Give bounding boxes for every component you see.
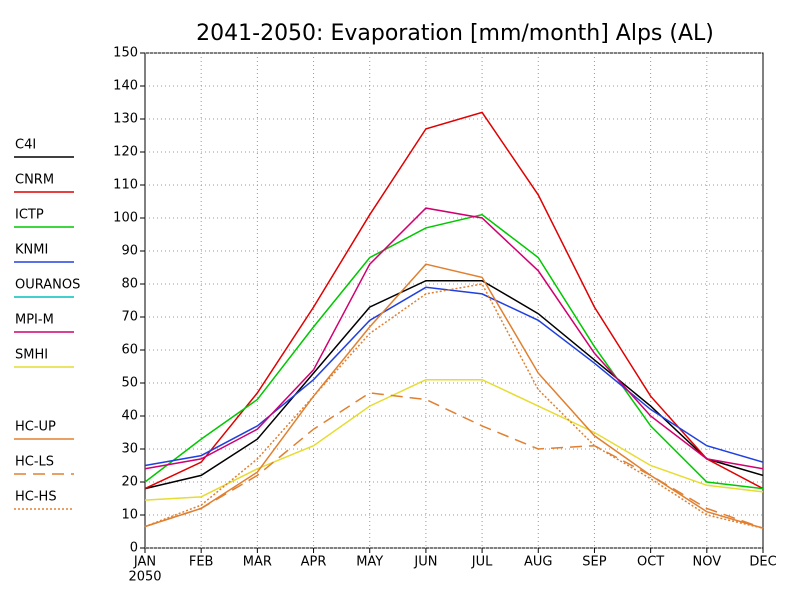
legend-label: ICTP	[15, 208, 44, 223]
plot-frame	[144, 52, 764, 549]
y-tick-label: 0	[130, 541, 138, 556]
y-tick-label: 70	[121, 310, 138, 325]
x-tick-label: FEB	[189, 555, 214, 570]
y-tick-label: 140	[113, 79, 138, 94]
legend-label: OURANOS	[15, 278, 80, 293]
y-tick-label: 90	[121, 244, 138, 259]
y-tick-label: 40	[121, 409, 138, 424]
y-tick-label: 100	[113, 211, 138, 226]
y-tick-label: 80	[121, 277, 138, 292]
x-year-label: 2050	[128, 570, 161, 585]
legend-label: HC-HS	[15, 490, 57, 505]
x-tick-label: JAN	[133, 555, 156, 570]
y-tick-label: 50	[121, 376, 138, 391]
series-line	[144, 286, 764, 467]
y-tick-label: 130	[113, 112, 138, 127]
y-tick-label: 110	[113, 178, 138, 193]
x-tick-label: AUG	[524, 555, 552, 570]
legend-label: HC-LS	[15, 455, 54, 470]
y-tick-label: 150	[113, 46, 138, 61]
series-line	[144, 213, 764, 490]
series-line	[144, 378, 764, 501]
x-tick-label: JUL	[471, 555, 493, 570]
x-tick-label: MAR	[243, 555, 272, 570]
series-line	[144, 279, 764, 490]
series-line	[144, 283, 764, 529]
x-tick-label: APR	[301, 555, 327, 570]
legend-label: C4I	[15, 138, 36, 153]
legend-label: MPI-M	[15, 313, 54, 328]
series-line	[144, 263, 764, 529]
y-tick-label: 20	[121, 475, 138, 490]
x-tick-label: JUN	[413, 555, 437, 570]
legend-label: SMHI	[15, 348, 48, 363]
x-tick-label: DEC	[749, 555, 776, 570]
series-line	[144, 392, 764, 529]
y-tick-label: 60	[121, 343, 138, 358]
x-tick-label: NOV	[693, 555, 722, 570]
y-tick-label: 10	[121, 508, 138, 523]
series-line	[144, 111, 764, 490]
x-tick-label: SEP	[582, 555, 606, 570]
series-line	[144, 207, 764, 470]
legend-label: HC-UP	[15, 420, 56, 435]
y-tick-label: 120	[113, 145, 138, 160]
x-tick-label: OCT	[637, 555, 664, 570]
x-tick-label: MAY	[356, 555, 383, 570]
chart-title: 2041-2050: Evaporation [mm/month] Alps (…	[196, 21, 714, 46]
y-tick-label: 30	[121, 442, 138, 457]
legend-label: KNMI	[15, 243, 48, 258]
legend-label: CNRM	[15, 173, 54, 188]
